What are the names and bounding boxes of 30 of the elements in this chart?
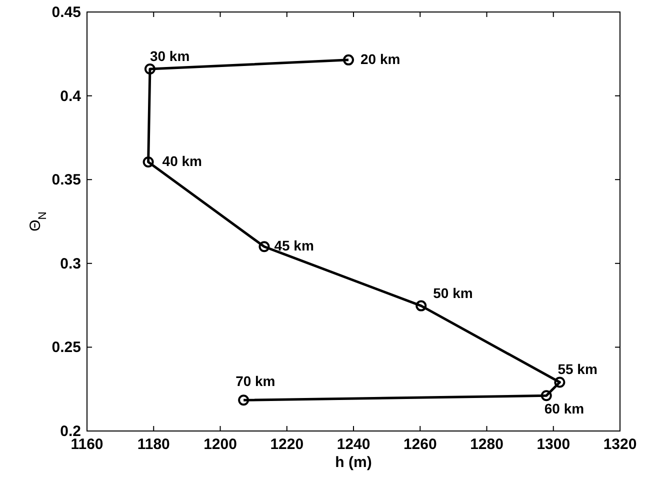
x-tick-label: 1240 bbox=[336, 436, 370, 453]
point bbox=[343, 54, 354, 66]
x-tick-label: 1280 bbox=[470, 436, 504, 453]
x-axis-title: h (m) bbox=[335, 454, 372, 471]
y-tick-label: 0.35 bbox=[52, 172, 81, 189]
y-tick-label: 0.4 bbox=[60, 88, 82, 105]
annotation: 30 km bbox=[150, 48, 190, 64]
x-tick-label: 1200 bbox=[204, 436, 237, 453]
point bbox=[144, 63, 156, 74]
annotation: 50 km bbox=[433, 284, 473, 301]
annotation: 55 km bbox=[558, 361, 598, 378]
point bbox=[540, 390, 552, 402]
annotation: 60 km bbox=[544, 400, 584, 417]
annotation: 45 km bbox=[274, 238, 314, 254]
y-tick-label: 0.25 bbox=[52, 339, 81, 356]
y-tick-label: 0.3 bbox=[60, 255, 81, 272]
point bbox=[238, 394, 250, 406]
x-tick-label: 1260 bbox=[403, 436, 437, 453]
point bbox=[258, 241, 270, 252]
annotation: 70 km bbox=[236, 373, 276, 390]
annotation: 40 km bbox=[162, 153, 202, 169]
x-tick-label: 1320 bbox=[603, 436, 637, 453]
x-tick-label: 1180 bbox=[137, 436, 170, 453]
point bbox=[416, 300, 427, 312]
point bbox=[554, 376, 566, 388]
point bbox=[142, 156, 154, 168]
y-tick-label: 0.45 bbox=[52, 4, 81, 21]
annotation: 20 km bbox=[360, 50, 400, 67]
x-tick-label: 1220 bbox=[270, 436, 304, 453]
x-tick-label: 1300 bbox=[536, 436, 570, 453]
